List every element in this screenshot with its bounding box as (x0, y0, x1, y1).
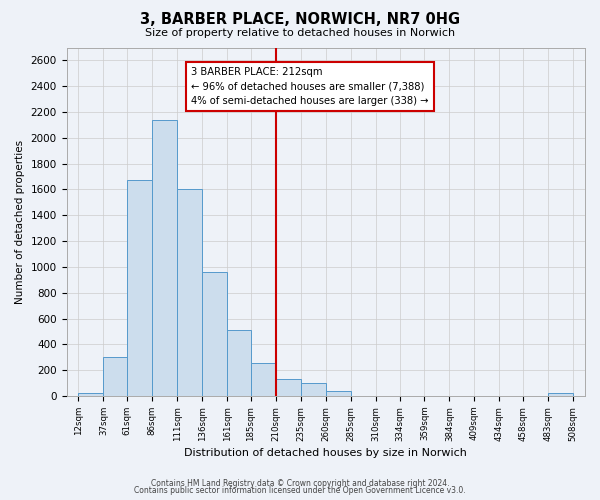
Bar (301, 383, 326, 396)
Bar (326, 391, 350, 396)
Bar (251, 363, 276, 396)
Text: 3 BARBER PLACE: 212sqm
← 96% of detached houses are smaller (7,388)
4% of semi-d: 3 BARBER PLACE: 212sqm ← 96% of detached… (191, 67, 428, 106)
Bar (202, 272, 227, 396)
Text: Contains public sector information licensed under the Open Government Licence v3: Contains public sector information licen… (134, 486, 466, 495)
Bar (276, 379, 301, 396)
Bar (227, 330, 251, 396)
Y-axis label: Number of detached properties: Number of detached properties (15, 140, 25, 304)
Bar (127, 180, 152, 396)
Text: 3, BARBER PLACE, NORWICH, NR7 0HG: 3, BARBER PLACE, NORWICH, NR7 0HG (140, 12, 460, 28)
Bar (548, 394, 573, 396)
Bar (177, 190, 202, 396)
Text: Contains HM Land Registry data © Crown copyright and database right 2024.: Contains HM Land Registry data © Crown c… (151, 478, 449, 488)
Bar (152, 120, 177, 396)
Bar (103, 357, 127, 396)
Text: Size of property relative to detached houses in Norwich: Size of property relative to detached ho… (145, 28, 455, 38)
Bar (79, 394, 103, 396)
X-axis label: Distribution of detached houses by size in Norwich: Distribution of detached houses by size … (184, 448, 467, 458)
